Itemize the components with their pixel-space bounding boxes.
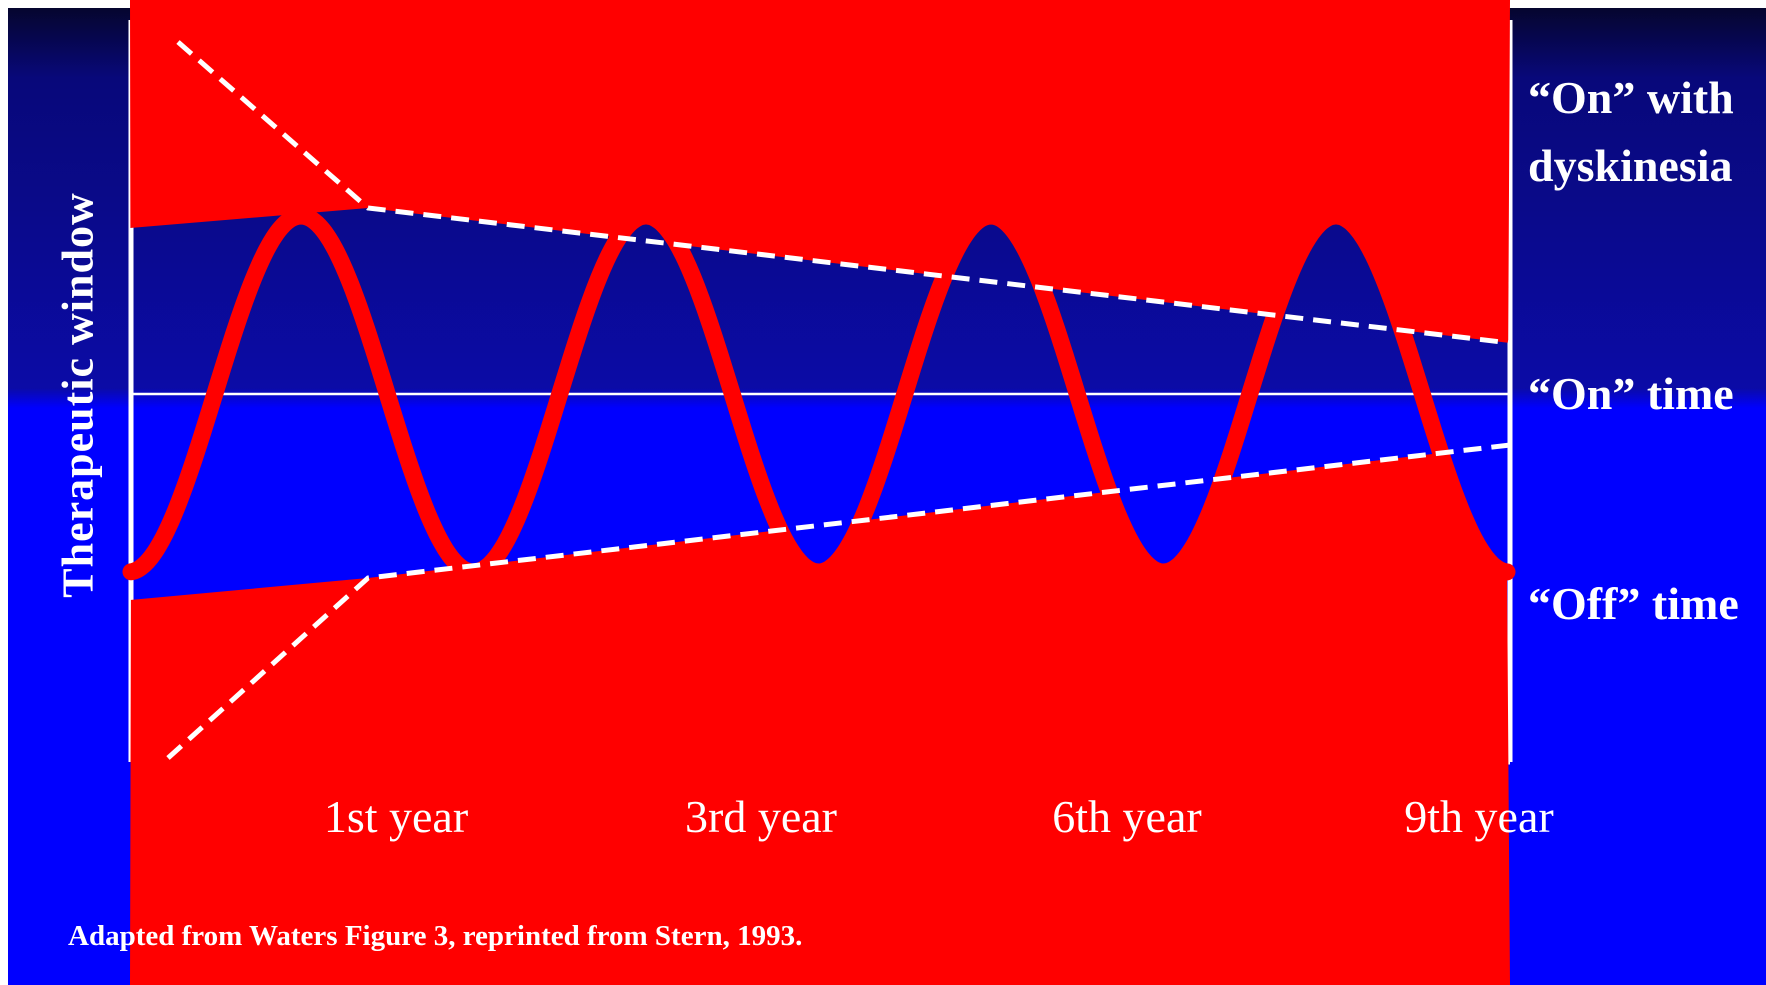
label-off-time: “Off” time <box>1528 578 1739 629</box>
dyskinesia-threshold-line <box>176 40 1511 346</box>
off-threshold-line <box>166 442 1511 760</box>
label-dyskinesia-line2: dyskinesia <box>1528 140 1733 191</box>
x-tick-6th-year: 6th year <box>1052 791 1202 842</box>
plasma-level-curve <box>122 207 1516 581</box>
label-on-time: “On” time <box>1528 368 1734 419</box>
y-axis-label: Therapeutic window <box>53 192 103 598</box>
source-note: Adapted from Waters Figure 3, reprinted … <box>68 920 803 952</box>
x-tick-3rd-year: 3rd year <box>685 791 837 842</box>
label-on-with-dyskinesia: “On” with dyskinesia <box>1528 64 1734 200</box>
x-tick-1st-year: 1st year <box>323 791 469 842</box>
label-dyskinesia-line1: “On” with <box>1528 72 1734 123</box>
off-time-excursion-fill <box>130 445 1510 985</box>
x-tick-9th-year: 9th year <box>1404 791 1554 842</box>
